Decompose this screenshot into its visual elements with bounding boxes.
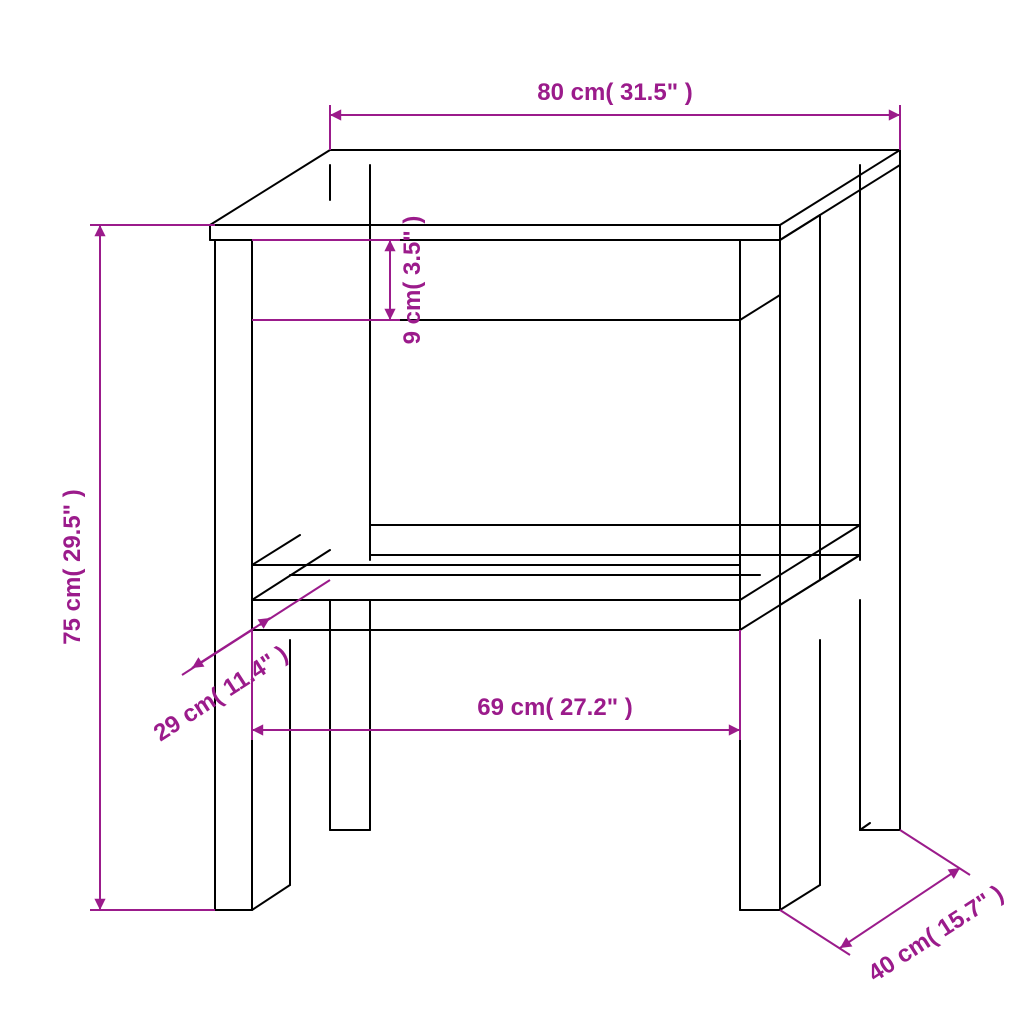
dim-total-height: 75 cm( 29.5" ) (59, 225, 215, 910)
dim-apron-height: 9 cm( 3.5" ) (252, 216, 426, 345)
dim-total-height-label: 75 cm( 29.5" ) (59, 489, 86, 644)
dim-shelf-depth-label: 29 cm( 11.4" ) (149, 640, 293, 747)
table-drawing (210, 150, 900, 910)
dimensions: 80 cm( 31.5" ) 75 cm( 29.5" ) 9 cm( 3.5"… (59, 79, 1008, 987)
dim-depth-label: 40 cm( 15.7" ) (863, 880, 1008, 987)
dim-shelf-depth: 29 cm( 11.4" ) (149, 580, 330, 747)
dim-shelf-width-label: 69 cm( 27.2" ) (477, 694, 632, 721)
dim-apron-height-label: 9 cm( 3.5" ) (399, 216, 426, 345)
dim-depth: 40 cm( 15.7" ) (780, 830, 1008, 987)
dim-width-top-label: 80 cm( 31.5" ) (537, 79, 692, 106)
dim-width-top: 80 cm( 31.5" ) (330, 79, 900, 150)
dim-shelf-width: 69 cm( 27.2" ) (252, 630, 740, 740)
